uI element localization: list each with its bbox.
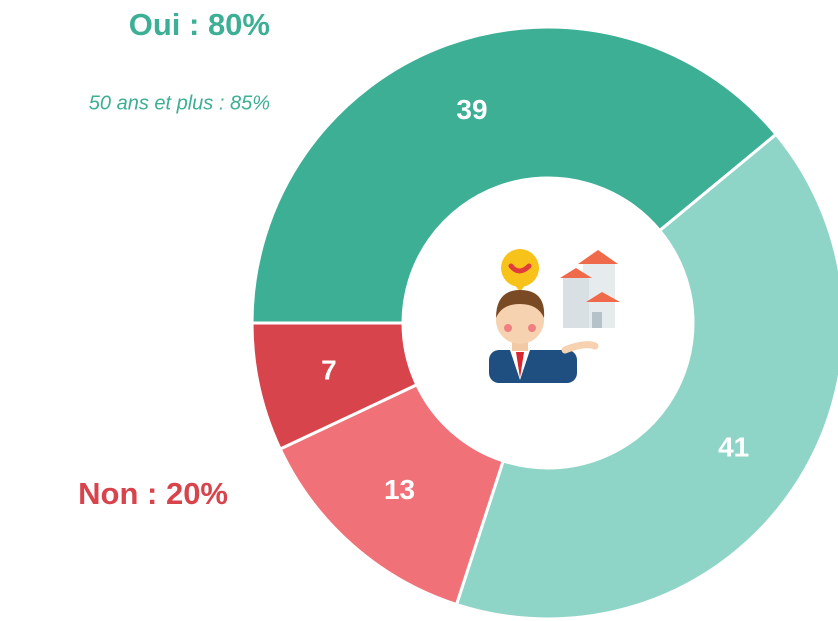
- donut-slice: [454, 132, 838, 621]
- slice-label: 41: [718, 432, 749, 463]
- donut: 39 41 13 7: [250, 25, 838, 621]
- donut-slice: [278, 382, 506, 607]
- donut-slice: [250, 321, 419, 452]
- yes-annotation: Oui : 80%: [129, 7, 270, 42]
- slice-label: 7: [321, 354, 337, 385]
- slice-label: 39: [456, 94, 487, 125]
- donut-slice: [250, 25, 779, 325]
- center-icon: [489, 249, 620, 383]
- slice-label: 13: [384, 474, 415, 505]
- no-annotation: Non : 20%: [78, 476, 228, 511]
- age-annotation: 50 ans et plus : 85%: [89, 92, 270, 114]
